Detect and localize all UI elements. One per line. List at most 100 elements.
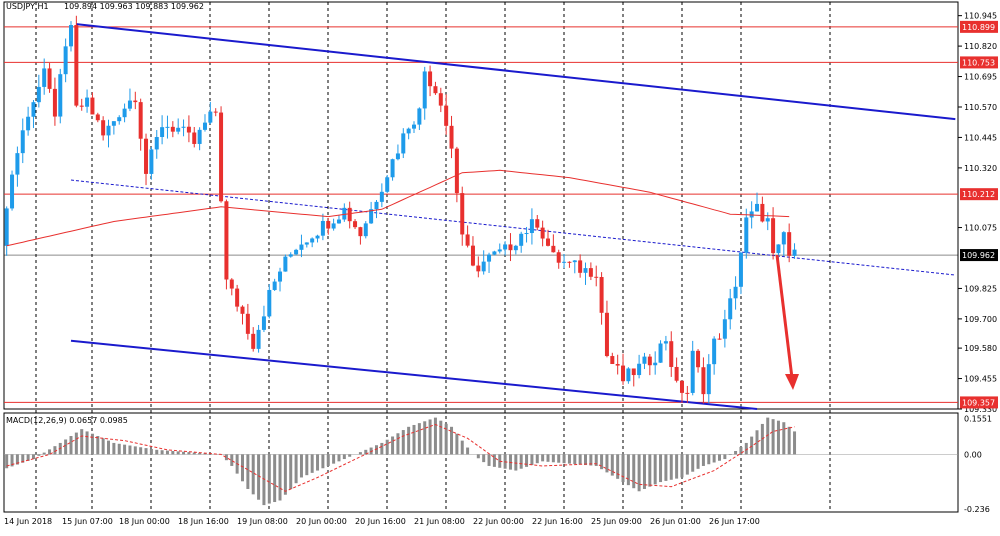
- candle: [513, 244, 518, 255]
- candle: [149, 146, 154, 180]
- y-tick-label: 110.570: [964, 103, 997, 112]
- candle-body: [122, 108, 127, 118]
- chart-header: USDJPY,H1: [6, 2, 49, 11]
- candle-body: [106, 125, 111, 136]
- candle: [133, 91, 138, 110]
- candle: [433, 81, 438, 95]
- candle-body: [626, 368, 631, 382]
- candle-body: [492, 251, 497, 255]
- macd-frame: [3, 412, 959, 513]
- candle-body: [149, 149, 154, 174]
- candle-body: [529, 219, 534, 234]
- candle: [374, 200, 379, 219]
- candle-body: [755, 203, 760, 212]
- candle: [256, 324, 261, 353]
- candle-body: [85, 97, 90, 107]
- candle: [63, 38, 68, 83]
- candle-body: [599, 277, 604, 313]
- candle-body: [422, 71, 427, 109]
- candle: [476, 256, 481, 278]
- candle: [658, 340, 663, 363]
- candle-body: [669, 341, 674, 367]
- x-tick-label: 15 Jun 07:00: [62, 517, 113, 526]
- candle-body: [342, 207, 347, 220]
- candle-body: [744, 217, 749, 253]
- candle: [470, 236, 475, 267]
- candle: [653, 351, 658, 375]
- candle: [787, 223, 792, 263]
- candle: [390, 158, 395, 181]
- candle: [288, 252, 293, 258]
- candle-body: [781, 232, 786, 245]
- candle: [219, 106, 224, 203]
- candle-body: [503, 244, 508, 250]
- candle: [690, 340, 695, 396]
- candle-body: [765, 218, 770, 222]
- candle-body: [706, 364, 711, 395]
- candle: [181, 119, 186, 137]
- candle-body: [524, 233, 529, 235]
- candle: [42, 58, 47, 95]
- candle: [299, 234, 304, 258]
- candle: [647, 354, 652, 376]
- trendline-upper-channel: [76, 23, 956, 121]
- candle-body: [256, 329, 261, 349]
- candle-body: [294, 249, 299, 255]
- candle: [224, 199, 229, 290]
- candle: [755, 192, 760, 212]
- candle-body: [792, 249, 797, 256]
- candle: [760, 196, 765, 223]
- candle-body: [722, 319, 727, 339]
- candle-body: [235, 288, 240, 307]
- candle-body: [36, 86, 41, 103]
- price-tag-label: 110.212: [962, 190, 995, 199]
- candle: [358, 226, 363, 245]
- candle: [637, 354, 642, 379]
- candle: [245, 303, 250, 340]
- candle: [90, 92, 95, 115]
- candle: [599, 272, 604, 325]
- candle-body: [653, 362, 658, 366]
- candle-body: [10, 174, 15, 209]
- candle-body: [497, 249, 502, 252]
- candle-body: [615, 364, 620, 366]
- candle-body: [487, 254, 492, 262]
- y-tick-label: 110.695: [964, 73, 997, 82]
- candle-body: [15, 153, 20, 175]
- candle: [492, 250, 497, 256]
- candle: [626, 367, 631, 384]
- macd-tick-label: 0.1551: [964, 415, 992, 424]
- candle: [733, 276, 738, 310]
- y-tick-label: 110.945: [964, 12, 997, 21]
- candle: [679, 380, 684, 403]
- candle-body: [278, 271, 283, 282]
- candle: [663, 335, 668, 351]
- chart-quotes: 109.894 109.963 109.883 109.962: [64, 2, 204, 11]
- candle-body: [712, 338, 717, 365]
- candle: [449, 115, 454, 159]
- candle-body: [288, 254, 293, 257]
- candle: [310, 237, 315, 248]
- candle: [47, 63, 52, 93]
- candle: [369, 201, 374, 224]
- candle-body: [556, 252, 561, 263]
- candle: [765, 212, 770, 231]
- candle: [331, 218, 336, 231]
- candle: [342, 203, 347, 222]
- candle-body: [519, 233, 524, 246]
- candle-body: [390, 159, 395, 178]
- candle: [144, 133, 149, 186]
- candle-body: [428, 71, 433, 87]
- x-tick-label: 22 Jun 00:00: [473, 517, 524, 526]
- candle-body: [685, 392, 690, 394]
- candle-body: [545, 238, 550, 246]
- candle: [487, 252, 492, 273]
- candle: [213, 108, 218, 117]
- candle: [127, 88, 132, 112]
- candle-body: [192, 132, 197, 144]
- candle: [781, 231, 786, 256]
- candle-body: [679, 380, 684, 393]
- candle: [701, 357, 706, 404]
- candle-body: [170, 126, 175, 132]
